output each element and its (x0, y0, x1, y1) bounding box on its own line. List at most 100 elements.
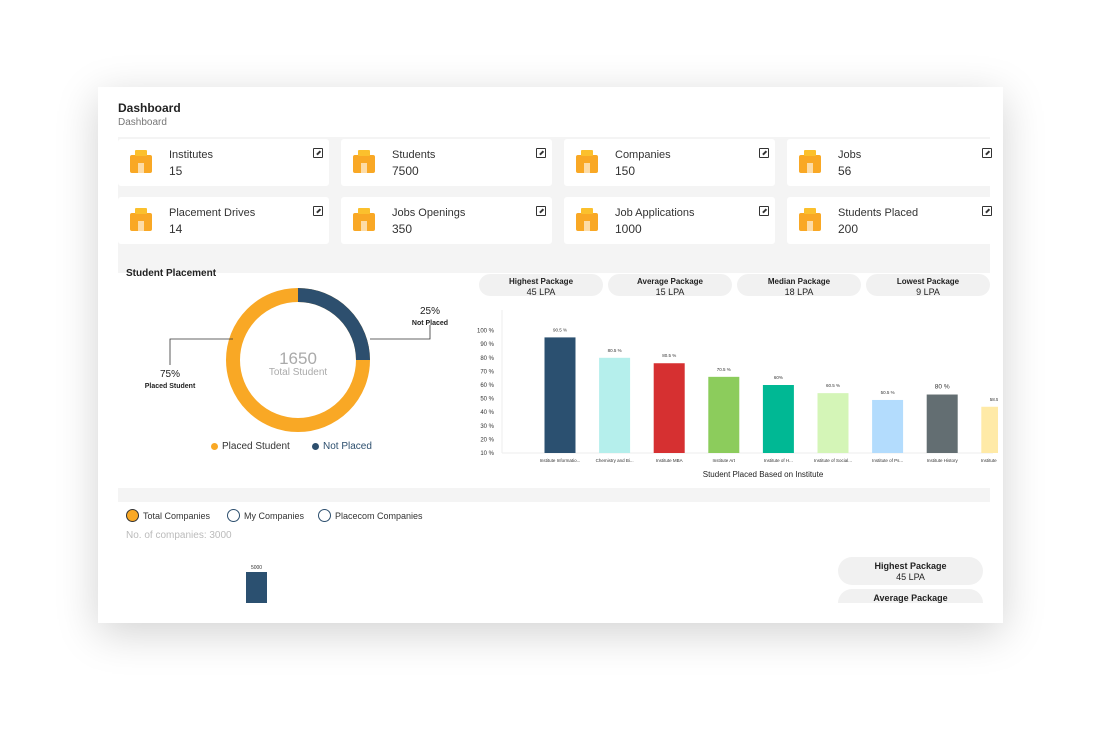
not-placed-dot (312, 443, 319, 450)
tile-value: 350 (392, 222, 413, 236)
legend-placed[interactable]: Placed Student (211, 441, 290, 452)
not-placed-leader-line (370, 325, 431, 340)
filter-total-companies[interactable]: Total Companies (126, 509, 210, 522)
y-tick-label: 90 % (480, 342, 494, 348)
tile-value: 14 (169, 222, 183, 236)
location-person-icon (130, 208, 152, 231)
job-chair-icon (353, 208, 375, 231)
bar-value-label: 60% (774, 375, 783, 380)
tile-label: Placement Drives (169, 207, 256, 219)
bar-value-label: 58.5 % (990, 397, 998, 402)
expand-icon[interactable] (536, 148, 546, 158)
tile-label: Job Applications (615, 207, 695, 219)
y-tick-label: 60 % (480, 383, 494, 389)
panel-bottom (98, 603, 1003, 623)
filter-my-companies[interactable]: My Companies (227, 509, 304, 522)
y-tick-label: 10 % (480, 451, 494, 457)
bar-value-label: 80.5 % (608, 348, 622, 353)
filter-label: My Companies (244, 510, 305, 521)
y-tick-label: 100 % (477, 329, 495, 335)
expand-icon[interactable] (759, 148, 769, 158)
x-tick-label: Institute Art (713, 458, 736, 463)
bar (544, 337, 576, 453)
tile-institutes[interactable]: Institutes 15 (118, 139, 329, 186)
dashboard-panel: Dashboard Dashboard Institutes 15 Studen… (98, 87, 1003, 623)
x-tick-label: Institute of Ps... (872, 458, 903, 463)
legend-label: Placed Student (222, 441, 290, 452)
expand-icon[interactable] (982, 206, 992, 216)
y-tick-label: 20 % (480, 437, 494, 443)
x-tick-label: Institute MBA (656, 458, 683, 463)
divider (118, 259, 990, 273)
placed-dot (211, 443, 218, 450)
placed-label: Placed Student (145, 383, 196, 390)
package-label: Highest Package (508, 277, 574, 286)
bar-value-label: 80.5 % (662, 353, 676, 358)
bar (653, 363, 685, 453)
bar (762, 385, 794, 453)
application-document-icon (576, 208, 598, 231)
filter-label: Total Companies (143, 510, 211, 521)
tile-label: Jobs (838, 149, 862, 161)
company-bar-label: 5000 (250, 565, 263, 571)
y-tick-label: 50 % (480, 397, 494, 403)
y-tick-label: 70 % (480, 369, 494, 375)
not-placed-label: Not Placed (412, 320, 448, 327)
radio-icon[interactable] (318, 509, 331, 522)
briefcase-icon (799, 150, 821, 173)
expand-icon[interactable] (759, 206, 769, 216)
tile-jobs[interactable]: Jobs 56 (787, 139, 998, 186)
filter-label: Placecom Companies (335, 510, 423, 521)
x-tick-label: Institute History (927, 458, 959, 463)
tile-label: Institutes (169, 149, 214, 161)
package-value: 15 LPA (655, 287, 685, 297)
expand-icon[interactable] (982, 148, 992, 158)
breadcrumb: Dashboard (118, 117, 167, 128)
tile-value: 200 (838, 222, 859, 236)
bar-value-label: 70.5 % (717, 367, 731, 372)
bar (981, 406, 998, 453)
placement-donut-chart: 1650 Total Student 75% Placed Student 25… (145, 288, 448, 432)
legend-label: Not Placed (323, 441, 372, 452)
not-placed-slice (226, 288, 370, 432)
tile-label: Students Placed (838, 207, 919, 219)
company-bar (246, 572, 267, 612)
package-label: Average Package (637, 277, 703, 286)
expand-icon[interactable] (313, 206, 323, 216)
institute-bar-chart: 10 % 20 % 30 % 40 % 50 % 60 % 70 % 80 % 90 % 100 … (477, 310, 998, 479)
radio-icon[interactable] (227, 509, 240, 522)
x-axis-title: Student Placed Based on Institute (703, 470, 824, 479)
filter-placecom-companies[interactable]: Placecom Companies (318, 509, 423, 522)
total-value: 1650 (279, 349, 317, 368)
tile-students[interactable]: Students 7500 (341, 139, 552, 186)
y-tick-label: 30 % (480, 424, 494, 430)
tile-value: 15 (169, 164, 183, 178)
institute-building-icon (130, 150, 152, 173)
x-tick-label: Institute of H... (764, 458, 793, 463)
package-label: Lowest Package (896, 277, 960, 286)
tile-value: 56 (838, 164, 852, 178)
bar-value-label: 60.5 % (826, 383, 840, 388)
tile-value: 150 (615, 164, 636, 178)
package-1: Average Package 15 LPA (608, 274, 732, 297)
expand-icon[interactable] (313, 148, 323, 158)
bar-value-label: 80 % (935, 384, 950, 391)
y-tick-label: 80 % (480, 356, 494, 362)
tile-students-placed[interactable]: Students Placed 200 (787, 197, 998, 244)
y-tick-label: 40 % (480, 410, 494, 416)
legend-not-placed[interactable]: Not Placed (312, 441, 372, 452)
tile-jobs-openings[interactable]: Jobs Openings 350 (341, 197, 552, 244)
radio-icon[interactable] (126, 509, 139, 522)
tile-value: 7500 (392, 164, 419, 178)
package-value: 9 LPA (916, 287, 940, 297)
page-title: Dashboard (118, 101, 181, 115)
tile-label: Students (392, 149, 436, 161)
package-2: Median Package 18 LPA (737, 274, 861, 297)
tile-label: Jobs Openings (392, 207, 466, 219)
student-placement-title: Student Placement (126, 268, 217, 279)
package-label: Median Package (767, 277, 831, 286)
tile-job-applications[interactable]: Job Applications 1000 (564, 197, 775, 244)
tile-placement-drives[interactable]: Placement Drives 14 (118, 197, 329, 244)
expand-icon[interactable] (536, 206, 546, 216)
tile-companies[interactable]: Companies 150 (564, 139, 775, 186)
